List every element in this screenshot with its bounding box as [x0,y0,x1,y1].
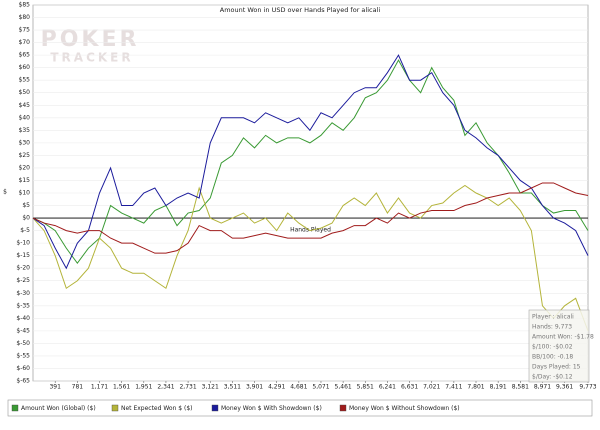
info-text: Hands: 9,773 [532,324,572,331]
legend-swatch [111,404,119,412]
x-tick-label: 8,581 [512,384,529,391]
y-tick-label: $5 [22,202,30,209]
y-tick-label: $-60 [16,365,30,372]
y-tick-label: $-25 [16,277,30,284]
y-tick-label: $-40 [16,315,30,322]
y-tick-label: $-35 [16,302,30,309]
y-tick-label: $15 [19,177,31,184]
y-tick-label: $70 [19,39,31,46]
y-tick-label: $45 [19,102,31,109]
legend: Amount Won (Global) ($) Net Expected Won … [11,404,460,412]
y-tick-label: $35 [19,127,31,134]
y-tick-label: $-50 [16,340,30,347]
y-tick-label: $-15 [16,252,30,259]
y-tick-label: $-65 [16,378,30,385]
x-tick-label: 3,901 [246,384,263,391]
x-tick-label: 9,361 [556,384,573,391]
y-tick-label: $-45 [16,327,30,334]
x-tick-label: 5,071 [312,384,329,391]
y-tick-label: $50 [19,89,31,96]
x-tick-label: 7,801 [467,384,484,391]
watermark: TRACKER [50,51,133,65]
series-line [32,54,589,270]
y-tick-label: $55 [19,77,31,84]
y-tick-label: $85 [19,2,31,9]
info-text: Amount Won: -$1.78 [532,334,594,341]
legend-label: Money Won $ With Showdown ($) [221,405,322,412]
y-tick-label: $-20 [16,265,30,272]
x-tick-label: 391 [49,384,61,391]
series-line [32,59,589,265]
x-tick-label: 781 [72,384,84,391]
x-tick-label: 3,511 [224,384,241,391]
y-tick-label: $25 [19,152,31,159]
legend-swatch [11,404,19,412]
watermark: POKER [41,27,140,52]
legend-label: Amount Won (Global) ($) [21,405,96,412]
info-text: $/Day: -$0.12 [532,374,573,381]
x-tick-label: 9,773 [579,384,596,391]
y-tick-label: $-55 [16,352,30,359]
y-tick-label: $-10 [16,240,30,247]
y-tick-label: $20 [19,164,31,171]
x-tick-label: 3,121 [202,384,219,391]
x-tick-label: 1,561 [113,384,130,391]
x-tick-label: 6,241 [379,384,396,391]
info-box [528,309,590,383]
legend-box [7,399,593,417]
y-tick-label: $0 [22,215,30,222]
x-tick-label: 5,851 [357,384,374,391]
chart-title: Amount Won in USD over Hands Played for … [220,6,381,14]
info-text: Days Played: 15 [532,364,581,371]
y-tick-label: $60 [19,64,31,71]
y-tick-label: $10 [19,190,31,197]
x-tick-label: 1,171 [91,384,108,391]
legend-label: Money Won $ Without Showdown ($) [349,405,460,412]
x-tick-label: 7,411 [445,384,462,391]
x-tick-label: 8,191 [490,384,507,391]
info-text: $/100: -$0.02 [532,344,573,351]
x-tick-label: 2,731 [179,384,196,391]
info-text: Player : alicali [532,314,574,321]
x-tick-label: 4,291 [268,384,285,391]
y-tick-label: $80 [19,14,31,21]
y-tick-label: $40 [19,114,31,121]
x-tick-label: 6,631 [401,384,418,391]
legend-swatch [211,404,219,412]
y-tick-label: $30 [19,139,31,146]
x-tick-label: 4,681 [290,384,307,391]
info-text: BB/100: -0.18 [532,354,573,361]
y-tick-label: $-30 [16,290,30,297]
series-line [32,184,589,332]
x-tick-label: 8,971 [534,384,551,391]
x-tick-label: 2,341 [157,384,174,391]
legend-swatch [339,404,347,412]
x-tick-label: 1,951 [135,384,152,391]
y-tick-label: $75 [19,27,31,34]
y-tick-label: $65 [19,52,31,59]
legend-label: Net Expected Won $ ($) [121,405,193,412]
x-tick-label: 7,021 [423,384,440,391]
series-line [32,182,589,254]
x-tick-label: 5,461 [335,384,352,391]
y-axis-label: $ [3,189,7,196]
y-tick-label: $-5 [20,227,30,234]
